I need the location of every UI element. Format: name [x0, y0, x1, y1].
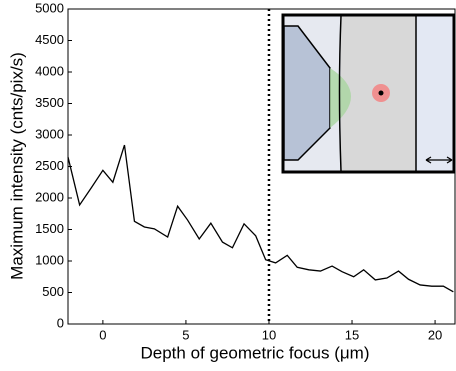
inset-frame [281, 13, 456, 174]
x-tick-label: 0 [99, 327, 106, 342]
data-line [67, 144, 454, 293]
y-tick-label: 1500 [35, 221, 64, 236]
y-tick-label: 3000 [35, 126, 64, 141]
y-tick-label: 4000 [35, 63, 64, 78]
x-tick-label: 5 [182, 327, 189, 342]
y-tick-label: 3500 [35, 95, 64, 110]
x-tick-label: 20 [428, 327, 442, 342]
y-tick-label: 2000 [35, 189, 64, 204]
y-tick-label: 2500 [35, 158, 64, 173]
y-tick-label: 0 [57, 315, 64, 330]
y-tick-label: 1000 [35, 252, 64, 267]
right-pane [416, 16, 454, 171]
tissue-edge [338, 15, 342, 172]
x-tick-label: 15 [345, 327, 359, 342]
y-tick-label: 500 [42, 284, 64, 299]
inset [281, 13, 456, 174]
double-arrow [425, 156, 453, 164]
y-axis-label: Maximum intensity (cnts/pix/s) [7, 52, 26, 280]
x-tick-label: 10 [262, 327, 276, 342]
y-tick-label: 5000 [35, 0, 64, 15]
x-axis-label: Depth of geometric focus (μm) [141, 343, 370, 362]
focus-dot [378, 90, 384, 96]
light-cone [330, 68, 351, 128]
y-tick-label: 4500 [35, 32, 64, 47]
